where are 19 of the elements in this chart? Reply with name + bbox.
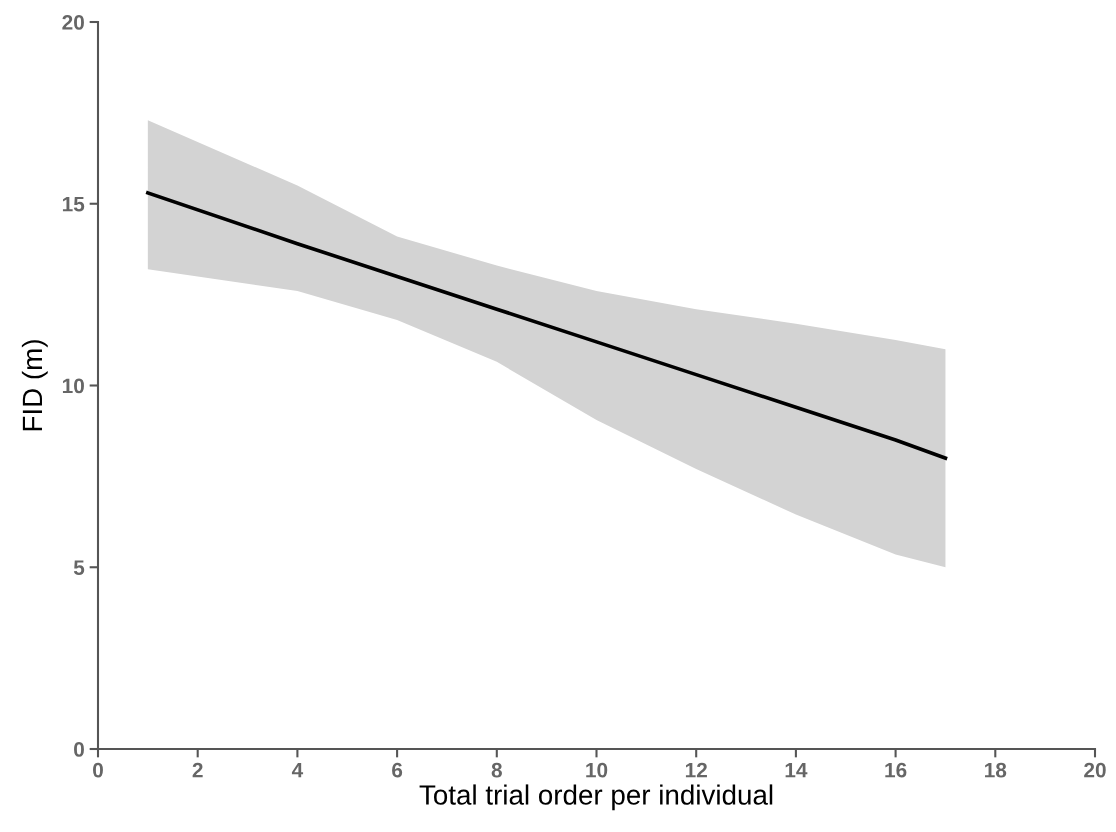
x-axis-title: Total trial order per individual xyxy=(419,784,773,811)
x-tick-label: 18 xyxy=(985,762,1007,778)
x-tick-label: 20 xyxy=(1084,762,1106,778)
y-tick-label: 20 xyxy=(62,15,84,30)
x-tick-label: 2 xyxy=(192,762,203,778)
line-series xyxy=(146,191,948,461)
x-tick-label: 4 xyxy=(291,762,304,778)
x-tick-label: 8 xyxy=(491,762,502,778)
y-tick-label: 15 xyxy=(62,196,85,212)
x-tick-label: 6 xyxy=(392,762,403,778)
x-tick-label: 16 xyxy=(885,762,907,778)
x-tick-label: 0 xyxy=(93,762,103,778)
x-tick-label: 12 xyxy=(685,762,707,778)
y-tick-label: 0 xyxy=(74,742,84,757)
y-tick-label: 5 xyxy=(73,560,85,575)
x-tick-label: 10 xyxy=(586,762,608,778)
y-tick-label: 10 xyxy=(62,378,84,394)
x-tick-label: 14 xyxy=(785,762,808,778)
y-axis-title: FID (m) xyxy=(21,340,48,431)
